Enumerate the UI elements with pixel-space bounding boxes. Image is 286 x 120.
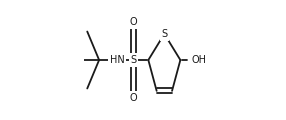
Text: S: S [130,55,137,65]
Text: OH: OH [192,55,207,65]
Text: O: O [130,17,137,27]
Text: HN: HN [110,55,124,65]
Text: O: O [130,93,137,103]
Text: S: S [161,29,167,39]
